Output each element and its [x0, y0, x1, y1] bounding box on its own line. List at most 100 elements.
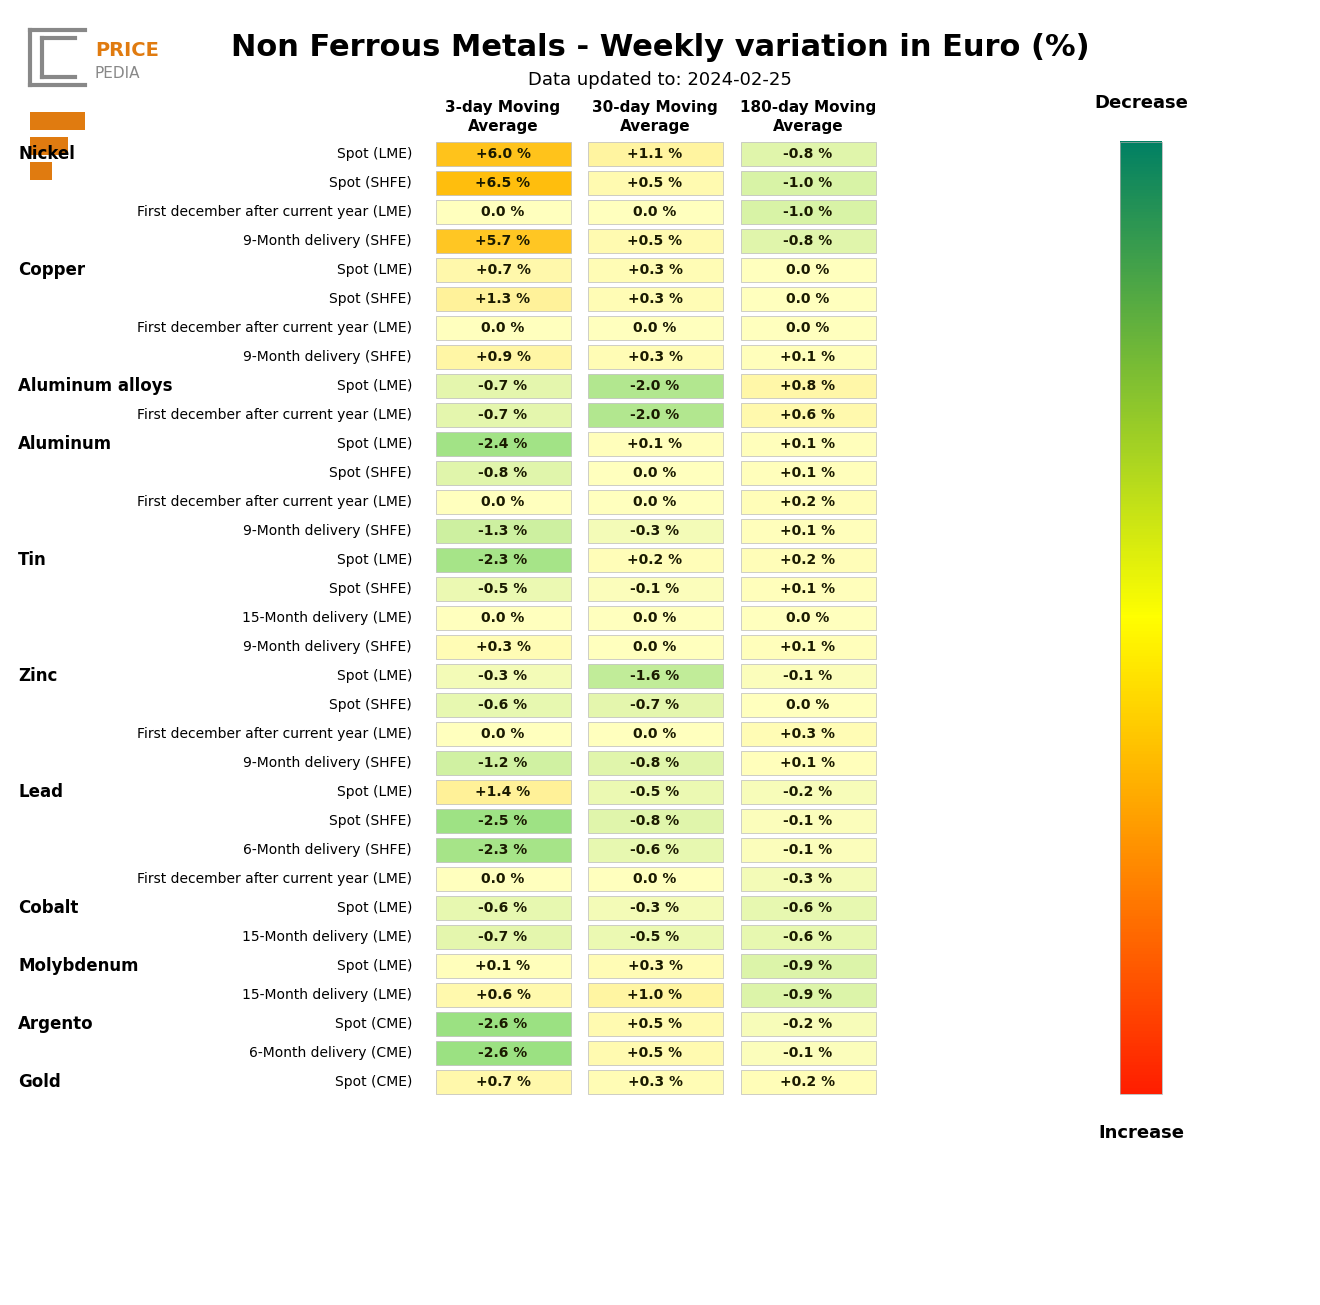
Bar	[1119, 715, 1162, 719]
Bar	[1119, 1049, 1162, 1053]
Bar	[436, 258, 570, 282]
Bar	[1119, 207, 1162, 211]
Text: -1.6 %: -1.6 %	[631, 669, 680, 683]
Bar	[587, 867, 722, 891]
Text: +0.3 %: +0.3 %	[627, 959, 682, 974]
Bar	[1119, 1023, 1162, 1027]
Text: 0.0 %: 0.0 %	[787, 611, 830, 625]
Bar	[1119, 680, 1162, 685]
Text: 0.0 %: 0.0 %	[634, 205, 677, 219]
Text: Spot (SHFE): Spot (SHFE)	[329, 292, 412, 305]
Text: -0.1 %: -0.1 %	[783, 1047, 833, 1060]
Bar	[741, 809, 875, 833]
Text: 0.0 %: 0.0 %	[634, 727, 677, 741]
Bar	[1119, 921, 1162, 925]
Bar	[1119, 690, 1162, 694]
Text: 9-Month delivery (SHFE): 9-Month delivery (SHFE)	[243, 525, 412, 538]
Bar	[436, 693, 570, 716]
Bar	[436, 577, 570, 602]
Bar	[1119, 976, 1162, 980]
Text: +0.1 %: +0.1 %	[780, 756, 836, 770]
Text: PRICE: PRICE	[95, 40, 158, 60]
Bar	[1119, 351, 1162, 355]
Bar	[1119, 786, 1162, 790]
Text: -0.6 %: -0.6 %	[784, 930, 833, 944]
Text: +0.3 %: +0.3 %	[627, 350, 682, 364]
Text: 9-Month delivery (SHFE): 9-Month delivery (SHFE)	[243, 756, 412, 770]
Text: 0.0 %: 0.0 %	[634, 872, 677, 886]
Bar	[1119, 642, 1162, 646]
Text: -0.8 %: -0.8 %	[478, 466, 528, 480]
Bar	[1119, 585, 1162, 590]
Bar	[1119, 817, 1162, 821]
Bar	[741, 867, 875, 891]
Bar	[436, 142, 570, 166]
Bar	[1119, 258, 1162, 262]
Text: First december after current year (LME): First december after current year (LME)	[137, 321, 412, 335]
Text: Spot (SHFE): Spot (SHFE)	[329, 814, 412, 827]
Bar	[1119, 252, 1162, 256]
Bar	[587, 577, 722, 602]
Bar	[1119, 385, 1162, 389]
Bar	[1119, 389, 1162, 393]
Bar	[1119, 994, 1162, 998]
Text: -1.0 %: -1.0 %	[783, 205, 833, 219]
Text: -0.3 %: -0.3 %	[631, 525, 680, 538]
Bar	[30, 137, 69, 155]
Bar	[741, 838, 875, 863]
Bar	[1119, 360, 1162, 364]
Text: Spot (LME): Spot (LME)	[337, 264, 412, 277]
Bar	[1119, 859, 1162, 863]
Bar	[587, 403, 722, 427]
Bar	[1119, 837, 1162, 840]
Text: -0.8 %: -0.8 %	[783, 147, 833, 161]
Bar	[1119, 934, 1162, 938]
Bar	[1119, 1032, 1162, 1037]
Text: Decrease: Decrease	[1094, 94, 1188, 112]
Text: +0.7 %: +0.7 %	[475, 264, 531, 277]
Bar	[1119, 414, 1162, 418]
Bar	[1119, 602, 1162, 606]
Bar	[741, 461, 875, 485]
Bar	[436, 1041, 570, 1065]
Bar	[436, 897, 570, 920]
Text: -0.7 %: -0.7 %	[478, 930, 528, 944]
Bar	[587, 489, 722, 514]
Bar	[741, 897, 875, 920]
Bar	[1119, 1071, 1162, 1075]
Text: Spot (LME): Spot (LME)	[337, 669, 412, 683]
Bar	[1119, 440, 1162, 444]
Bar	[1119, 429, 1162, 435]
Bar	[1119, 823, 1162, 827]
Bar	[1119, 256, 1162, 260]
Bar	[1119, 1039, 1162, 1043]
Text: 30-day Moving
Average: 30-day Moving Average	[593, 100, 718, 134]
Bar	[436, 1011, 570, 1036]
Bar	[1119, 341, 1162, 345]
Bar	[436, 925, 570, 949]
Bar	[1119, 271, 1162, 275]
Bar	[741, 722, 875, 746]
Bar	[1119, 405, 1162, 408]
Text: Gold: Gold	[18, 1073, 61, 1091]
Bar	[1119, 1001, 1162, 1005]
Bar	[1119, 655, 1162, 659]
Bar	[436, 461, 570, 485]
Bar	[1119, 1083, 1162, 1087]
Bar	[1119, 649, 1162, 652]
Text: -2.0 %: -2.0 %	[631, 408, 680, 422]
Bar	[1119, 493, 1162, 497]
Bar	[741, 519, 875, 543]
Text: +0.2 %: +0.2 %	[780, 553, 836, 566]
Bar	[1119, 801, 1162, 805]
Bar	[436, 750, 570, 775]
Text: Argento: Argento	[18, 1015, 94, 1034]
Text: 0.0 %: 0.0 %	[787, 292, 830, 305]
Text: -0.1 %: -0.1 %	[783, 843, 833, 857]
Bar	[741, 664, 875, 688]
Bar	[1119, 557, 1162, 561]
Bar	[436, 403, 570, 427]
Text: 0.0 %: 0.0 %	[634, 611, 677, 625]
Bar	[1119, 392, 1162, 395]
Bar	[1119, 846, 1162, 850]
